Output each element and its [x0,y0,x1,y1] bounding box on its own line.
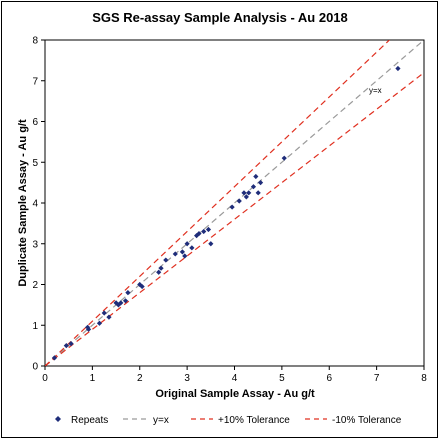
y-tick-label: 8 [32,36,38,47]
repeat-point [236,198,242,204]
legend-marker-repeats [55,416,61,422]
x-tick-label: 3 [184,373,190,384]
repeat-point [125,290,131,296]
yx-annotation: y=x [369,86,382,95]
repeat-point [156,269,162,275]
x-tick-label: 2 [137,373,143,384]
repeat-point [118,300,124,306]
legend-item-repeats: Repeats [55,415,108,426]
x-tick-label: 8 [421,373,427,384]
repeat-point [250,184,257,190]
legend: Repeats y=x +10% Tolerance -10% Toleranc… [55,415,402,426]
plot-area [44,39,425,367]
y-tick-label: 4 [32,199,38,210]
legend-label-minus10: -10% Tolerance [332,415,402,426]
repeat-point [158,265,164,271]
repeat-point [85,326,92,332]
repeat-point [63,343,69,349]
legend-label-repeats: Repeats [71,415,108,426]
y-tick-label: 2 [32,280,38,291]
repeat-point [85,324,91,330]
y-axis-label: Duplicate Sample Assay - Au g/t [17,119,29,287]
y-tick-label: 6 [32,117,38,128]
repeat-point [101,310,107,316]
x-tick-label: 4 [232,373,238,384]
data-points [51,65,401,361]
x-tick-label: 7 [374,373,380,384]
repeat-point [255,190,261,196]
repeat-point [179,249,185,255]
repeat-point [196,230,202,237]
legend-item-yx: y=x [123,415,169,426]
repeat-point [189,245,195,251]
x-axis-label: Original Sample Assay - Au g/t [155,388,315,400]
repeat-point [122,298,129,304]
legend-item-minus10: -10% Tolerance [305,415,402,426]
y-tick-label: 3 [32,239,38,250]
repeat-point [243,194,249,200]
repeat-point [68,340,74,347]
plus10-tolerance-line [45,40,390,366]
legend-item-plus10: +10% Tolerance [191,415,290,426]
x-tick-label: 1 [90,373,96,384]
repeat-point [182,253,188,259]
repeat-point [208,241,214,247]
repeat-point [96,320,103,326]
legend-label-plus10: +10% Tolerance [218,415,290,426]
y-tick-label: 0 [32,362,38,373]
y-tick-label: 7 [32,76,38,87]
y-axis-ticks: 0 1 2 3 4 5 6 7 8 [32,36,45,373]
repeat-point [241,190,247,196]
repeat-point [253,173,259,180]
x-axis-ticks: 0 1 2 3 4 5 6 7 8 [42,366,427,384]
repeat-point [246,190,252,196]
repeat-point [139,283,145,290]
repeat-point [395,65,401,72]
repeat-point [163,257,169,263]
series-lines [45,40,424,366]
x-tick-label: 5 [279,373,285,384]
chart-title: SGS Re-assay Sample Analysis - Au 2018 [92,10,348,25]
repeat-point [113,300,119,306]
y-tick-label: 5 [32,158,38,169]
x-tick-label: 0 [42,373,48,384]
y-tick-label: 1 [32,321,38,332]
repeat-point [201,228,207,235]
repeat-point [184,241,190,247]
x-tick-label: 6 [326,373,332,384]
yx-line [45,40,424,366]
legend-label-yx: y=x [153,415,169,426]
repeat-point [172,251,178,257]
repeat-point [51,355,58,361]
repeat-point [106,314,112,320]
repeat-point [281,155,287,161]
repeat-point [205,226,212,233]
repeat-point [229,204,235,210]
repeat-point [257,180,264,186]
